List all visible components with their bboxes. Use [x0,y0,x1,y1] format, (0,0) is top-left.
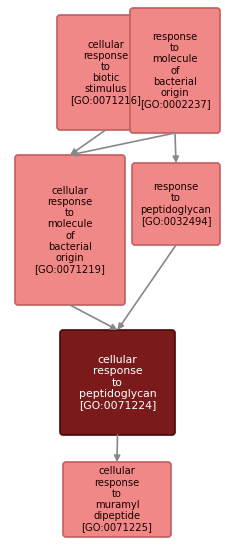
FancyBboxPatch shape [57,15,153,130]
Text: cellular
response
to
biotic
stimulus
[GO:0071216]: cellular response to biotic stimulus [GO… [70,40,140,105]
Text: response
to
molecule
of
bacterial
origin
[GO:0002237]: response to molecule of bacterial origin… [139,32,209,109]
FancyBboxPatch shape [131,163,219,245]
Text: response
to
peptidoglycan
[GO:0032494]: response to peptidoglycan [GO:0032494] [140,182,211,226]
FancyBboxPatch shape [15,155,124,305]
FancyBboxPatch shape [129,8,219,133]
Text: cellular
response
to
molecule
of
bacterial
origin
[GO:0071219]: cellular response to molecule of bacteri… [34,186,105,274]
FancyBboxPatch shape [63,462,170,537]
FancyBboxPatch shape [60,330,174,435]
Text: cellular
response
to
peptidoglycan
[GO:0071224]: cellular response to peptidoglycan [GO:0… [78,355,156,410]
Text: cellular
response
to
muramyl
dipeptide
[GO:0071225]: cellular response to muramyl dipeptide [… [81,467,152,532]
